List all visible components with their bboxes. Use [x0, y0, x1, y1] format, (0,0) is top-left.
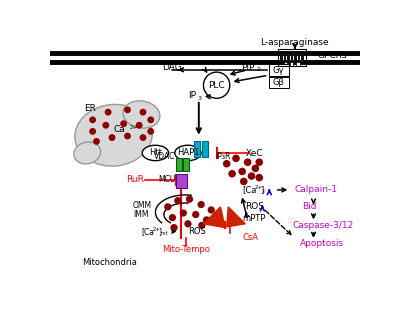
Ellipse shape [142, 145, 168, 161]
Circle shape [233, 155, 239, 162]
Text: 2+: 2+ [254, 185, 263, 190]
Circle shape [244, 159, 251, 165]
Text: Mito-Tempo: Mito-Tempo [162, 245, 210, 254]
Bar [284, 53, 286, 62]
Text: Htt: Htt [149, 149, 162, 157]
Text: [Ca: [Ca [142, 227, 154, 236]
Bar [290, 62, 293, 66]
Circle shape [140, 135, 146, 140]
Text: ]ᵢ: ]ᵢ [260, 186, 265, 194]
Ellipse shape [75, 104, 152, 166]
Circle shape [170, 215, 175, 221]
Text: IMM: IMM [133, 210, 148, 219]
Polygon shape [227, 207, 245, 227]
Bar [294, 53, 297, 62]
Circle shape [199, 222, 205, 228]
Circle shape [239, 168, 245, 175]
Bar [194, 141, 200, 157]
Circle shape [94, 139, 99, 144]
FancyBboxPatch shape [268, 77, 289, 88]
Text: Apoptosis: Apoptosis [300, 239, 344, 248]
Text: IP: IP [188, 91, 196, 100]
Text: HAP1: HAP1 [177, 149, 199, 157]
Circle shape [256, 159, 262, 165]
Text: Ca: Ca [114, 125, 126, 134]
Text: 2+: 2+ [153, 227, 161, 232]
Text: DAG: DAG [162, 63, 182, 72]
Circle shape [106, 110, 111, 115]
Text: MCU: MCU [158, 176, 176, 184]
Text: GPCRs: GPCRs [317, 51, 347, 60]
Text: 2: 2 [257, 67, 261, 72]
Circle shape [90, 117, 95, 123]
Circle shape [204, 72, 230, 98]
Circle shape [252, 165, 258, 172]
Text: Caspase-3/12: Caspase-3/12 [292, 221, 354, 230]
Text: RuR: RuR [126, 176, 144, 184]
Circle shape [229, 171, 235, 177]
Bar [280, 53, 283, 62]
Circle shape [224, 161, 230, 167]
FancyBboxPatch shape [268, 64, 289, 76]
Circle shape [175, 198, 181, 204]
Circle shape [171, 225, 177, 230]
Bar [284, 62, 287, 66]
Text: PIP: PIP [242, 63, 255, 72]
Text: ER: ER [84, 104, 96, 113]
Bar [298, 53, 300, 62]
Circle shape [90, 129, 95, 134]
Bar [296, 62, 300, 66]
Bar [301, 53, 304, 62]
Bar [291, 53, 293, 62]
Circle shape [208, 207, 214, 213]
Ellipse shape [175, 145, 201, 161]
Bar [287, 53, 290, 62]
Circle shape [204, 217, 210, 223]
Ellipse shape [74, 142, 100, 164]
Circle shape [121, 121, 126, 126]
Text: Mitochondria: Mitochondria [82, 258, 138, 267]
Text: VDAC: VDAC [154, 151, 176, 161]
Text: [Ca: [Ca [242, 186, 256, 194]
Circle shape [109, 135, 115, 140]
Ellipse shape [123, 101, 160, 128]
Text: PLC: PLC [208, 81, 225, 90]
Circle shape [148, 117, 154, 123]
Bar [202, 141, 208, 157]
Text: mPTP: mPTP [242, 214, 266, 223]
Circle shape [185, 221, 191, 227]
Circle shape [198, 202, 204, 207]
Circle shape [136, 123, 142, 128]
Text: OMM: OMM [133, 201, 152, 210]
Circle shape [186, 196, 192, 202]
Circle shape [241, 178, 247, 185]
Circle shape [193, 212, 199, 217]
Bar [176, 174, 187, 188]
Text: ROS: ROS [188, 227, 206, 236]
Circle shape [103, 123, 108, 128]
Polygon shape [204, 207, 225, 228]
Text: Gβ: Gβ [273, 78, 284, 87]
Circle shape [125, 107, 130, 112]
Circle shape [148, 129, 154, 134]
Circle shape [140, 110, 146, 115]
Text: CsA: CsA [242, 233, 258, 242]
Text: L-asparaginase: L-asparaginase [260, 38, 329, 47]
Text: Gγ: Gγ [273, 66, 284, 75]
Text: Bid: Bid [302, 202, 316, 211]
Text: IP₃R: IP₃R [215, 151, 230, 161]
Text: ROS: ROS [245, 202, 264, 211]
Text: 2+: 2+ [130, 125, 138, 130]
Text: XeC: XeC [246, 149, 264, 158]
Text: ]ₘₜ: ]ₘₜ [158, 227, 168, 236]
Circle shape [165, 204, 171, 210]
Circle shape [180, 210, 186, 216]
Circle shape [248, 173, 254, 179]
Bar [183, 158, 189, 172]
Circle shape [125, 133, 130, 139]
Text: Calpain-1: Calpain-1 [295, 186, 338, 194]
Bar [176, 158, 182, 172]
Text: 3: 3 [197, 96, 201, 101]
Circle shape [256, 175, 262, 181]
